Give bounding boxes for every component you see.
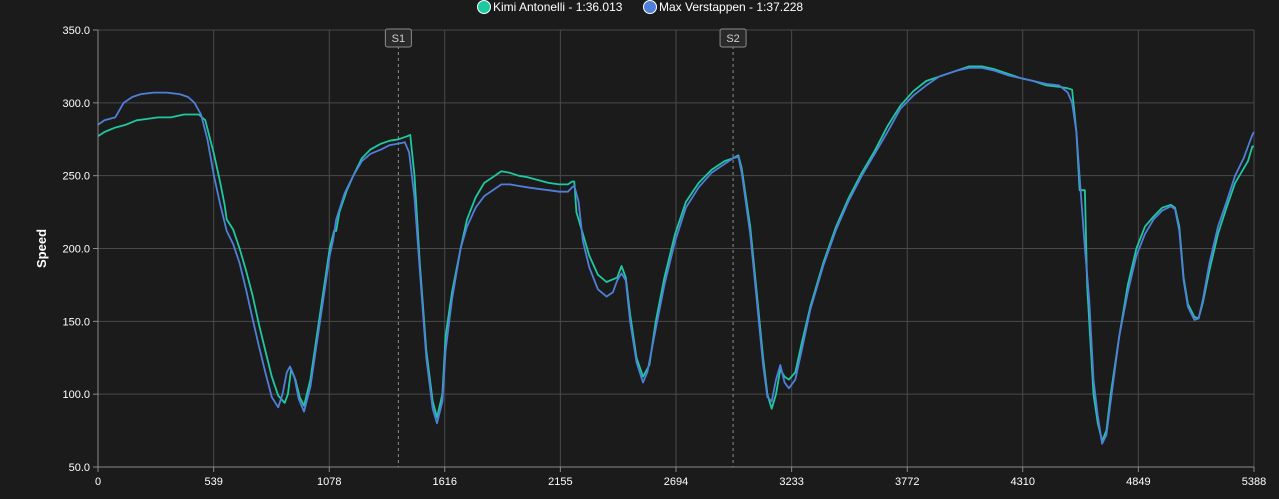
sector-box bbox=[384, 28, 412, 48]
legend-swatch bbox=[477, 0, 491, 14]
y-tick-label: 100.0 bbox=[62, 389, 90, 401]
x-tick-label: 1616 bbox=[432, 476, 456, 488]
y-tick-label: 50.0 bbox=[69, 462, 90, 474]
x-tick-label: 3233 bbox=[779, 476, 803, 488]
legend-label: Max Verstappen - 1:37.228 bbox=[659, 0, 803, 14]
x-tick-label: 2694 bbox=[664, 476, 688, 488]
x-tick-label: 5388 bbox=[1242, 476, 1266, 488]
sector-box bbox=[719, 28, 747, 48]
grid bbox=[97, 29, 1255, 468]
x-tick-label: 1078 bbox=[317, 476, 341, 488]
sector-label: S1 bbox=[392, 33, 405, 45]
x-tick-label: 4310 bbox=[1010, 476, 1034, 488]
series-line-2 bbox=[97, 67, 1255, 445]
y-tick-label: 250.0 bbox=[62, 171, 90, 183]
legend: Kimi Antonelli - 1:36.013 Max Verstappen … bbox=[477, 0, 803, 14]
y-tick-label: 300.0 bbox=[62, 98, 90, 110]
x-tick-label: 2155 bbox=[548, 476, 572, 488]
sector-label: S2 bbox=[726, 33, 739, 45]
y-tick-label: 350.0 bbox=[62, 25, 90, 37]
sector-markers: S1 S2 bbox=[384, 28, 747, 467]
legend-label: Kimi Antonelli - 1:36.013 bbox=[493, 0, 623, 14]
x-tick-label: 4849 bbox=[1126, 476, 1150, 488]
y-axis-title: Speed bbox=[34, 229, 49, 268]
legend-swatch bbox=[643, 0, 657, 14]
y-tick-label: 150.0 bbox=[62, 316, 90, 328]
x-tick-label: 0 bbox=[95, 476, 101, 488]
x-tick-label: 3772 bbox=[895, 476, 919, 488]
x-tick-label: 539 bbox=[204, 476, 222, 488]
series-lines bbox=[97, 65, 1255, 445]
y-tick-label: 200.0 bbox=[62, 244, 90, 256]
axes: 50.0 100.0 150.0 200.0 250.0 300.0 350.0 0 539 10… bbox=[62, 25, 1266, 488]
